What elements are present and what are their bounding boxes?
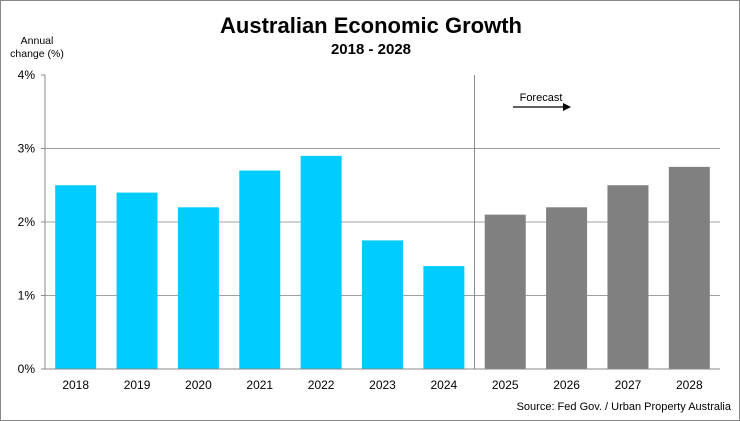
x-tick-label: 2018 xyxy=(62,378,89,392)
x-tick-label: 2019 xyxy=(124,378,151,392)
chart-subtitle: 2018 - 2028 xyxy=(331,41,411,58)
x-tick-label: 2021 xyxy=(246,378,273,392)
y-tick-label: 2% xyxy=(18,215,36,229)
bar-2022 xyxy=(300,155,342,369)
chart-title: Australian Economic Growth xyxy=(220,13,522,38)
y-tick-label: 0% xyxy=(18,362,36,376)
x-tick-label: 2023 xyxy=(369,378,396,392)
bar-2019 xyxy=(116,192,158,369)
x-tick-label: 2020 xyxy=(185,378,212,392)
x-tick-label: 2028 xyxy=(676,378,703,392)
x-tick-label: 2026 xyxy=(553,378,580,392)
bar-2020 xyxy=(177,207,219,369)
x-tick-label: 2022 xyxy=(308,378,335,392)
forecast-arrow-icon xyxy=(563,103,571,111)
bar-2024 xyxy=(423,266,465,369)
forecast-annotation: Forecast xyxy=(520,92,563,104)
y-tick-label: 3% xyxy=(18,142,36,156)
bar-2027 xyxy=(607,185,649,369)
y-tick-label: 1% xyxy=(18,289,36,303)
y-tick-label: 4% xyxy=(18,68,36,82)
x-tick-label: 2024 xyxy=(431,378,458,392)
y-axis-label-line1: Annual xyxy=(21,35,54,47)
y-axis-label-line2: change (%) xyxy=(10,48,64,60)
bar-2023 xyxy=(362,240,403,369)
bar-2021 xyxy=(239,170,281,369)
x-tick-label: 2027 xyxy=(615,378,642,392)
source-note: Source: Fed Gov. / Urban Property Austra… xyxy=(517,401,732,413)
bar-2026 xyxy=(546,207,588,369)
bar-2018 xyxy=(55,185,97,369)
bar-2025 xyxy=(484,214,526,369)
bar-2028 xyxy=(668,166,710,369)
x-tick-label: 2025 xyxy=(492,378,519,392)
